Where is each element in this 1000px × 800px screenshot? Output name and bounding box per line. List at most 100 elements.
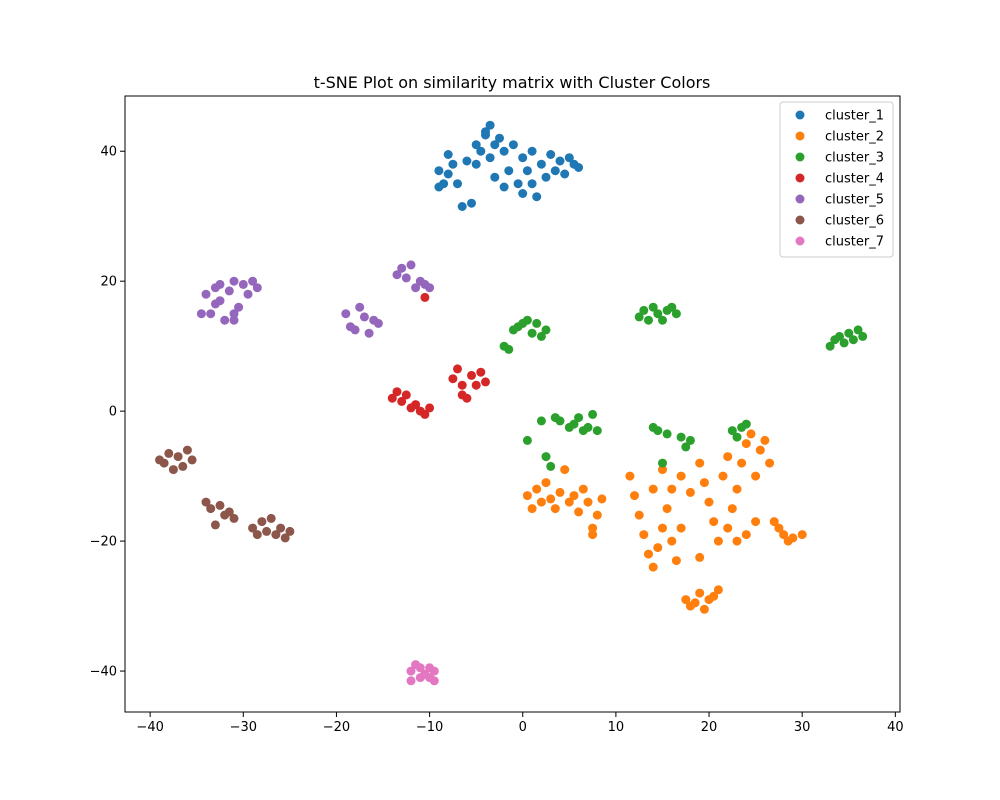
- cluster-2-point: [541, 478, 551, 488]
- cluster-1-point: [495, 133, 504, 143]
- x-tick-label: 10: [608, 720, 625, 735]
- cluster-4-point: [420, 409, 430, 419]
- cluster-3-point: [522, 435, 532, 445]
- y-tick-label: 0: [109, 405, 117, 420]
- cluster-6-point: [285, 526, 295, 536]
- cluster-4-point: [453, 364, 462, 374]
- cluster-3-point: [727, 426, 737, 436]
- cluster-2-point: [522, 491, 532, 501]
- legend-label: cluster_1: [825, 109, 884, 124]
- cluster-3-point: [527, 328, 537, 338]
- cluster-3-point: [541, 452, 551, 462]
- cluster-1-point: [490, 140, 500, 150]
- cluster-2-point: [699, 604, 709, 614]
- cluster-3-point: [569, 419, 579, 429]
- cluster-4-point: [481, 377, 490, 387]
- cluster-7-point: [415, 663, 425, 673]
- cluster-1-point: [541, 172, 551, 182]
- cluster-5-point: [411, 283, 421, 293]
- cluster-2-point: [709, 517, 719, 527]
- cluster-2-point: [755, 445, 765, 455]
- cluster-2-point: [695, 552, 705, 562]
- cluster-6-point: [280, 533, 290, 543]
- cluster-2-point: [546, 494, 556, 504]
- cluster-6-point: [182, 445, 192, 455]
- cluster-3-point: [588, 409, 598, 419]
- x-tick-label: −10: [416, 720, 443, 735]
- cluster-5-point: [252, 283, 262, 293]
- cluster-1-point: [453, 179, 462, 189]
- cluster-2-point: [737, 458, 747, 468]
- cluster-3-point: [658, 315, 667, 325]
- cluster-2-point: [560, 465, 570, 475]
- scatter-points: [155, 120, 868, 686]
- cluster-1-point: [522, 166, 532, 176]
- cluster-2-point: [709, 591, 719, 601]
- cluster-3-point: [848, 335, 858, 345]
- cluster-2-point: [592, 510, 602, 520]
- cluster-3-point: [653, 309, 663, 319]
- cluster-4-point: [457, 390, 467, 400]
- cluster-3-point: [648, 302, 658, 312]
- cluster-2-point: [718, 471, 728, 481]
- chart-title: t-SNE Plot on similarity matrix with Clu…: [314, 73, 711, 92]
- cluster-2-point: [639, 530, 649, 540]
- cluster-4-point: [411, 400, 421, 410]
- cluster-1-point: [499, 182, 509, 192]
- cluster-5-point: [238, 279, 248, 289]
- cluster-5-point: [401, 273, 411, 283]
- cluster-1-point: [490, 172, 500, 182]
- cluster-2-point: [550, 504, 560, 514]
- cluster-2-point: [634, 510, 644, 520]
- cluster-4-point: [425, 403, 435, 413]
- cluster-2-point: [685, 487, 695, 497]
- cluster-2-point: [658, 465, 667, 475]
- cluster-2-point: [695, 588, 705, 598]
- cluster-3-point: [658, 458, 667, 468]
- x-tick-label: 0: [519, 720, 527, 735]
- cluster-3-point: [541, 325, 551, 335]
- legend-marker: [795, 194, 805, 204]
- cluster-2-point: [588, 523, 598, 533]
- cluster-4-point: [457, 380, 467, 390]
- legend-label: cluster_5: [825, 193, 884, 208]
- cluster-3-point: [662, 429, 672, 439]
- cluster-4-point: [392, 387, 402, 397]
- cluster-5-point: [220, 315, 230, 325]
- cluster-3-point: [634, 312, 644, 322]
- cluster-7-point: [425, 673, 435, 683]
- cluster-5-point: [196, 309, 206, 319]
- cluster-2-point: [704, 497, 714, 507]
- cluster-5-point: [229, 309, 239, 319]
- x-tick-label: 20: [701, 720, 718, 735]
- cluster-3-point: [844, 328, 854, 338]
- cluster-5-point: [206, 309, 216, 319]
- cluster-6-point: [159, 458, 169, 468]
- cluster-6-point: [266, 513, 276, 523]
- cluster-1-point: [462, 156, 472, 166]
- cluster-2-point: [690, 598, 700, 608]
- cluster-6-point: [168, 465, 178, 475]
- cluster-3-point: [536, 331, 546, 341]
- x-tick-label: 40: [887, 720, 904, 735]
- cluster-3-point: [732, 432, 742, 442]
- cluster-3-point: [532, 318, 542, 328]
- cluster-3-point: [825, 341, 835, 351]
- cluster-2-point: [732, 536, 742, 546]
- cluster-2-point: [741, 530, 751, 540]
- cluster-2-point: [536, 497, 546, 507]
- cluster-3-point: [853, 325, 863, 335]
- cluster-2-point: [760, 435, 770, 445]
- cluster-5-point: [229, 276, 239, 286]
- cluster-6-point: [271, 530, 281, 540]
- cluster-5-point: [341, 309, 351, 319]
- cluster-6-point: [210, 520, 220, 530]
- cluster-5-point: [359, 312, 369, 322]
- cluster-6-point: [173, 452, 183, 462]
- cluster-3-point: [644, 315, 653, 325]
- cluster-1-point: [499, 146, 509, 156]
- cluster-1-point: [550, 166, 560, 176]
- cluster-2-point: [658, 523, 667, 533]
- y-axis: −40 −20 0 20 40: [90, 145, 125, 680]
- cluster-3-point: [741, 419, 751, 429]
